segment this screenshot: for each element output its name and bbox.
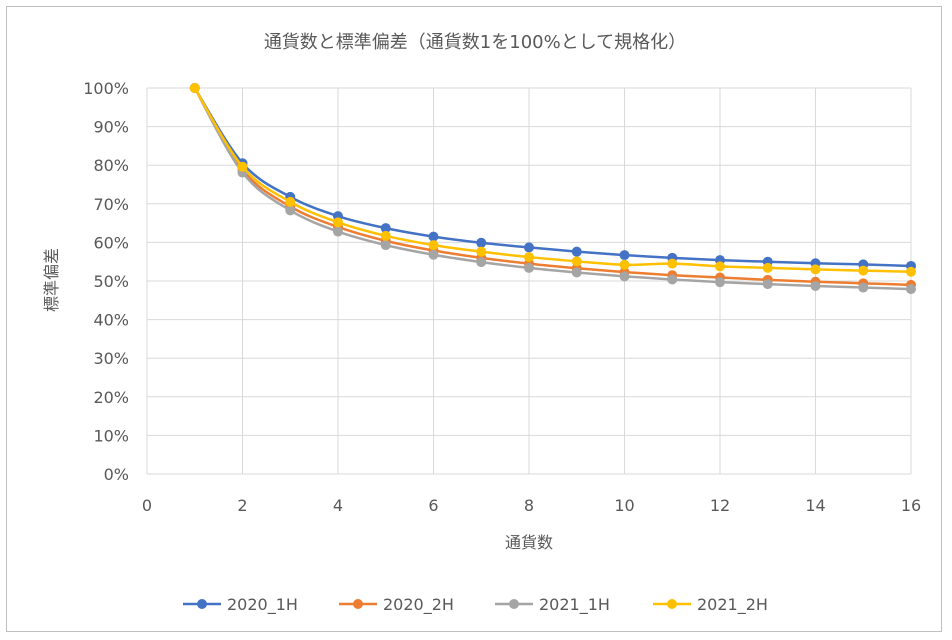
data-point: [571, 267, 582, 278]
y-tick-label: 60%: [93, 233, 129, 252]
data-point: [906, 284, 916, 295]
data-point: [619, 250, 630, 261]
data-point: [524, 262, 534, 273]
y-tick-label: 70%: [93, 195, 129, 214]
data-point: [524, 242, 534, 253]
legend-marker: [509, 599, 519, 609]
series-line: [193, 87, 912, 291]
data-point: [571, 246, 582, 257]
legend-label: 2021_1H: [539, 595, 610, 615]
data-point: [189, 83, 200, 93]
data-point: [858, 265, 869, 276]
data-point: [619, 259, 630, 270]
data-point: [858, 282, 869, 293]
legend-label: 2020_2H: [383, 595, 454, 615]
y-tick-label: 30%: [93, 349, 129, 368]
data-point: [333, 226, 343, 237]
legend-marker: [353, 599, 363, 609]
data-point: [428, 231, 439, 242]
y-tick-label: 100%: [83, 79, 129, 98]
legend-item-2021_2H: 2021_2H: [653, 595, 768, 615]
data-point: [667, 274, 678, 285]
series-line: [193, 87, 912, 287]
legend-label: 2020_1H: [227, 595, 298, 615]
x-tick-label: 4: [333, 496, 343, 515]
data-point: [619, 271, 630, 282]
chart-frame: 通貨数と標準偏差（通貨数1を100%として規格化） 0% 10% 20% 30% 40%…: [6, 6, 942, 632]
y-tick-label: 80%: [93, 156, 129, 175]
data-point: [476, 257, 487, 268]
y-tick-label: 50%: [93, 272, 129, 291]
x-tick-label: 0: [142, 496, 152, 515]
data-point: [428, 240, 439, 251]
line-chart: 通貨数と標準偏差（通貨数1を100%として規格化） 0%10%20%30%40%…: [42, 32, 921, 615]
x-tick-label: 2: [237, 496, 247, 515]
y-tick-label: 40%: [93, 311, 129, 330]
data-point: [715, 277, 725, 288]
data-point: [524, 252, 534, 263]
series-layer: [189, 83, 916, 295]
legend-label: 2021_2H: [697, 595, 768, 615]
x-tick-label: 6: [428, 496, 438, 515]
x-tick-label: 8: [524, 496, 534, 515]
data-point: [667, 258, 678, 269]
data-point: [380, 230, 391, 241]
data-point: [285, 196, 296, 207]
series-line: [193, 87, 912, 268]
legend-marker: [667, 599, 677, 609]
y-axis-label: 標準偏差: [42, 248, 61, 312]
y-tick-label: 10%: [93, 426, 129, 445]
legend-item-2020_1H: 2020_1H: [183, 595, 298, 615]
data-point: [810, 281, 821, 292]
y-tick-label: 20%: [93, 388, 129, 407]
x-tick-label: 14: [805, 496, 825, 515]
data-point: [333, 217, 343, 228]
x-tick-label: 10: [614, 496, 634, 515]
y-tick-label: 90%: [93, 118, 129, 137]
y-tick-label: 0%: [104, 465, 129, 484]
legend-item-2020_2H: 2020_2H: [339, 595, 454, 615]
data-point: [762, 279, 773, 290]
series-2021_2H: [189, 83, 916, 277]
chart-title: 通貨数と標準偏差（通貨数1を100%として規格化）: [264, 32, 686, 53]
legend: 2020_1H 2020_2H 2021_1H 2021_2H: [183, 595, 768, 615]
legend-item-2021_1H: 2021_1H: [495, 595, 610, 615]
data-point: [810, 264, 821, 275]
x-tick-label: 12: [710, 496, 730, 515]
data-point: [571, 256, 582, 267]
series-line: [193, 87, 912, 273]
data-point: [715, 261, 725, 272]
x-axis-tick-labels: 0 2 4 6 8 10 12 14 16: [142, 496, 921, 515]
data-point: [476, 246, 487, 257]
data-point: [428, 249, 439, 260]
data-point: [906, 266, 916, 277]
data-point: [476, 237, 487, 248]
data-point: [762, 262, 773, 273]
x-tick-label: 16: [901, 496, 921, 515]
legend-marker: [197, 599, 207, 609]
data-point: [237, 161, 248, 172]
data-point: [285, 205, 296, 216]
y-axis-tick-labels: 0% 10% 20% 30% 40% 50% 60% 70% 80% 90% 100%: [83, 79, 129, 484]
data-point: [380, 240, 391, 251]
x-axis-label: 通貨数: [505, 533, 553, 552]
data-point: [380, 223, 391, 234]
